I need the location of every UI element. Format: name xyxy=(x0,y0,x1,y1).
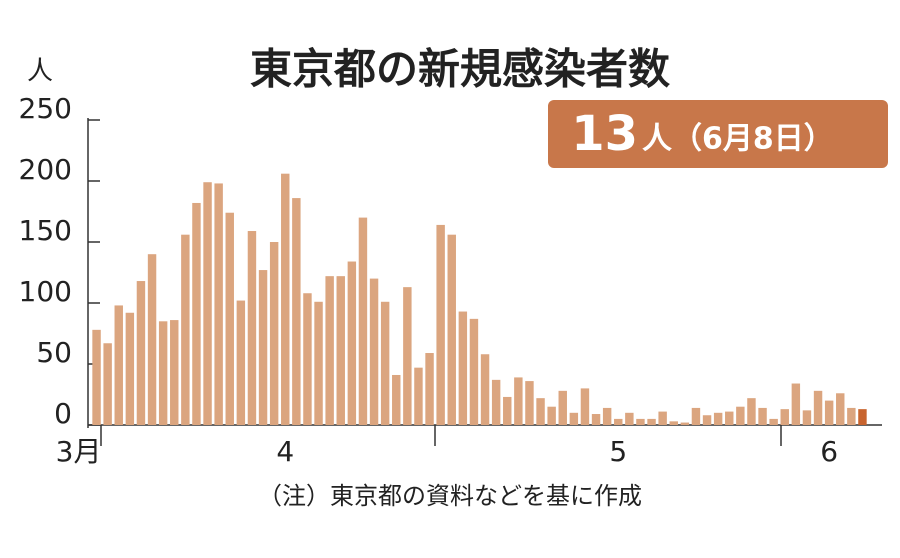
bar xyxy=(625,412,634,425)
x-tick-label: 5 xyxy=(609,435,627,468)
bar xyxy=(314,301,323,425)
bar xyxy=(103,343,112,425)
bar xyxy=(269,242,279,425)
annotation-box xyxy=(548,100,888,168)
y-tick-label: 0 xyxy=(54,397,72,430)
bar xyxy=(536,398,545,425)
chart-title: 東京都の新規感染者数 xyxy=(250,45,670,94)
bar xyxy=(147,254,157,425)
bar xyxy=(813,390,823,425)
bar xyxy=(114,305,123,425)
bar xyxy=(569,412,579,425)
note: （注）東京都の資料などを基に作成 xyxy=(258,482,642,510)
bar xyxy=(369,278,379,425)
bar xyxy=(491,379,501,425)
bar xyxy=(236,300,246,425)
bar xyxy=(458,311,468,425)
bar xyxy=(558,390,567,425)
bar xyxy=(225,212,234,425)
bar xyxy=(414,367,423,425)
bar xyxy=(258,270,268,425)
bar xyxy=(158,321,168,425)
y-tick-label: 250 xyxy=(19,92,72,125)
bar xyxy=(836,393,845,425)
bar xyxy=(769,418,778,425)
bar xyxy=(802,410,812,425)
bar xyxy=(713,412,723,425)
bar xyxy=(347,261,357,425)
bar xyxy=(503,396,512,425)
bar xyxy=(547,406,556,425)
annotation-unit: 人（6月8日） xyxy=(642,122,834,157)
bar xyxy=(614,418,623,425)
x-tick-label: 3月 xyxy=(56,435,102,468)
bar xyxy=(125,312,135,425)
bar xyxy=(691,407,701,425)
bar xyxy=(602,407,612,425)
bar xyxy=(136,281,146,425)
bar xyxy=(214,183,223,425)
bar xyxy=(358,217,368,425)
x-tick-label: 6 xyxy=(820,435,838,468)
bar xyxy=(336,276,345,425)
bar xyxy=(403,287,412,425)
bar xyxy=(658,411,667,425)
bar xyxy=(425,353,434,425)
y-tick-label: 100 xyxy=(19,275,72,308)
bar xyxy=(747,398,756,425)
bar xyxy=(203,182,212,425)
y-tick-label: 150 xyxy=(19,214,72,247)
bar xyxy=(702,415,712,425)
bar xyxy=(591,414,601,425)
bar xyxy=(447,234,456,425)
bar xyxy=(580,388,590,425)
bar xyxy=(181,234,190,425)
bar xyxy=(636,418,645,425)
y-tick-label: 200 xyxy=(19,153,72,186)
bar xyxy=(758,407,767,425)
bar xyxy=(170,320,179,425)
bar xyxy=(736,406,745,425)
bar xyxy=(247,231,257,425)
bar xyxy=(680,422,690,425)
bar xyxy=(780,409,789,425)
bar xyxy=(480,354,490,425)
bar xyxy=(525,381,534,425)
bar xyxy=(514,377,523,425)
y-tick-label: 50 xyxy=(36,336,72,369)
bar xyxy=(791,383,801,425)
bar xyxy=(824,400,834,425)
bar xyxy=(392,374,401,425)
bar xyxy=(436,224,445,425)
bar xyxy=(725,411,734,425)
x-tick-label: 4 xyxy=(276,435,294,468)
bar xyxy=(292,198,301,425)
bar xyxy=(847,407,856,425)
bar xyxy=(647,418,656,425)
annotation-number: 13 xyxy=(571,106,638,162)
bar xyxy=(303,293,312,425)
bar xyxy=(325,276,334,425)
bar xyxy=(380,301,390,425)
bar xyxy=(669,421,678,425)
bar xyxy=(92,329,101,425)
y-axis-label: 人 xyxy=(27,57,53,87)
bar xyxy=(469,318,479,425)
bar xyxy=(192,202,201,425)
bar xyxy=(281,173,290,425)
bar xyxy=(858,409,867,425)
